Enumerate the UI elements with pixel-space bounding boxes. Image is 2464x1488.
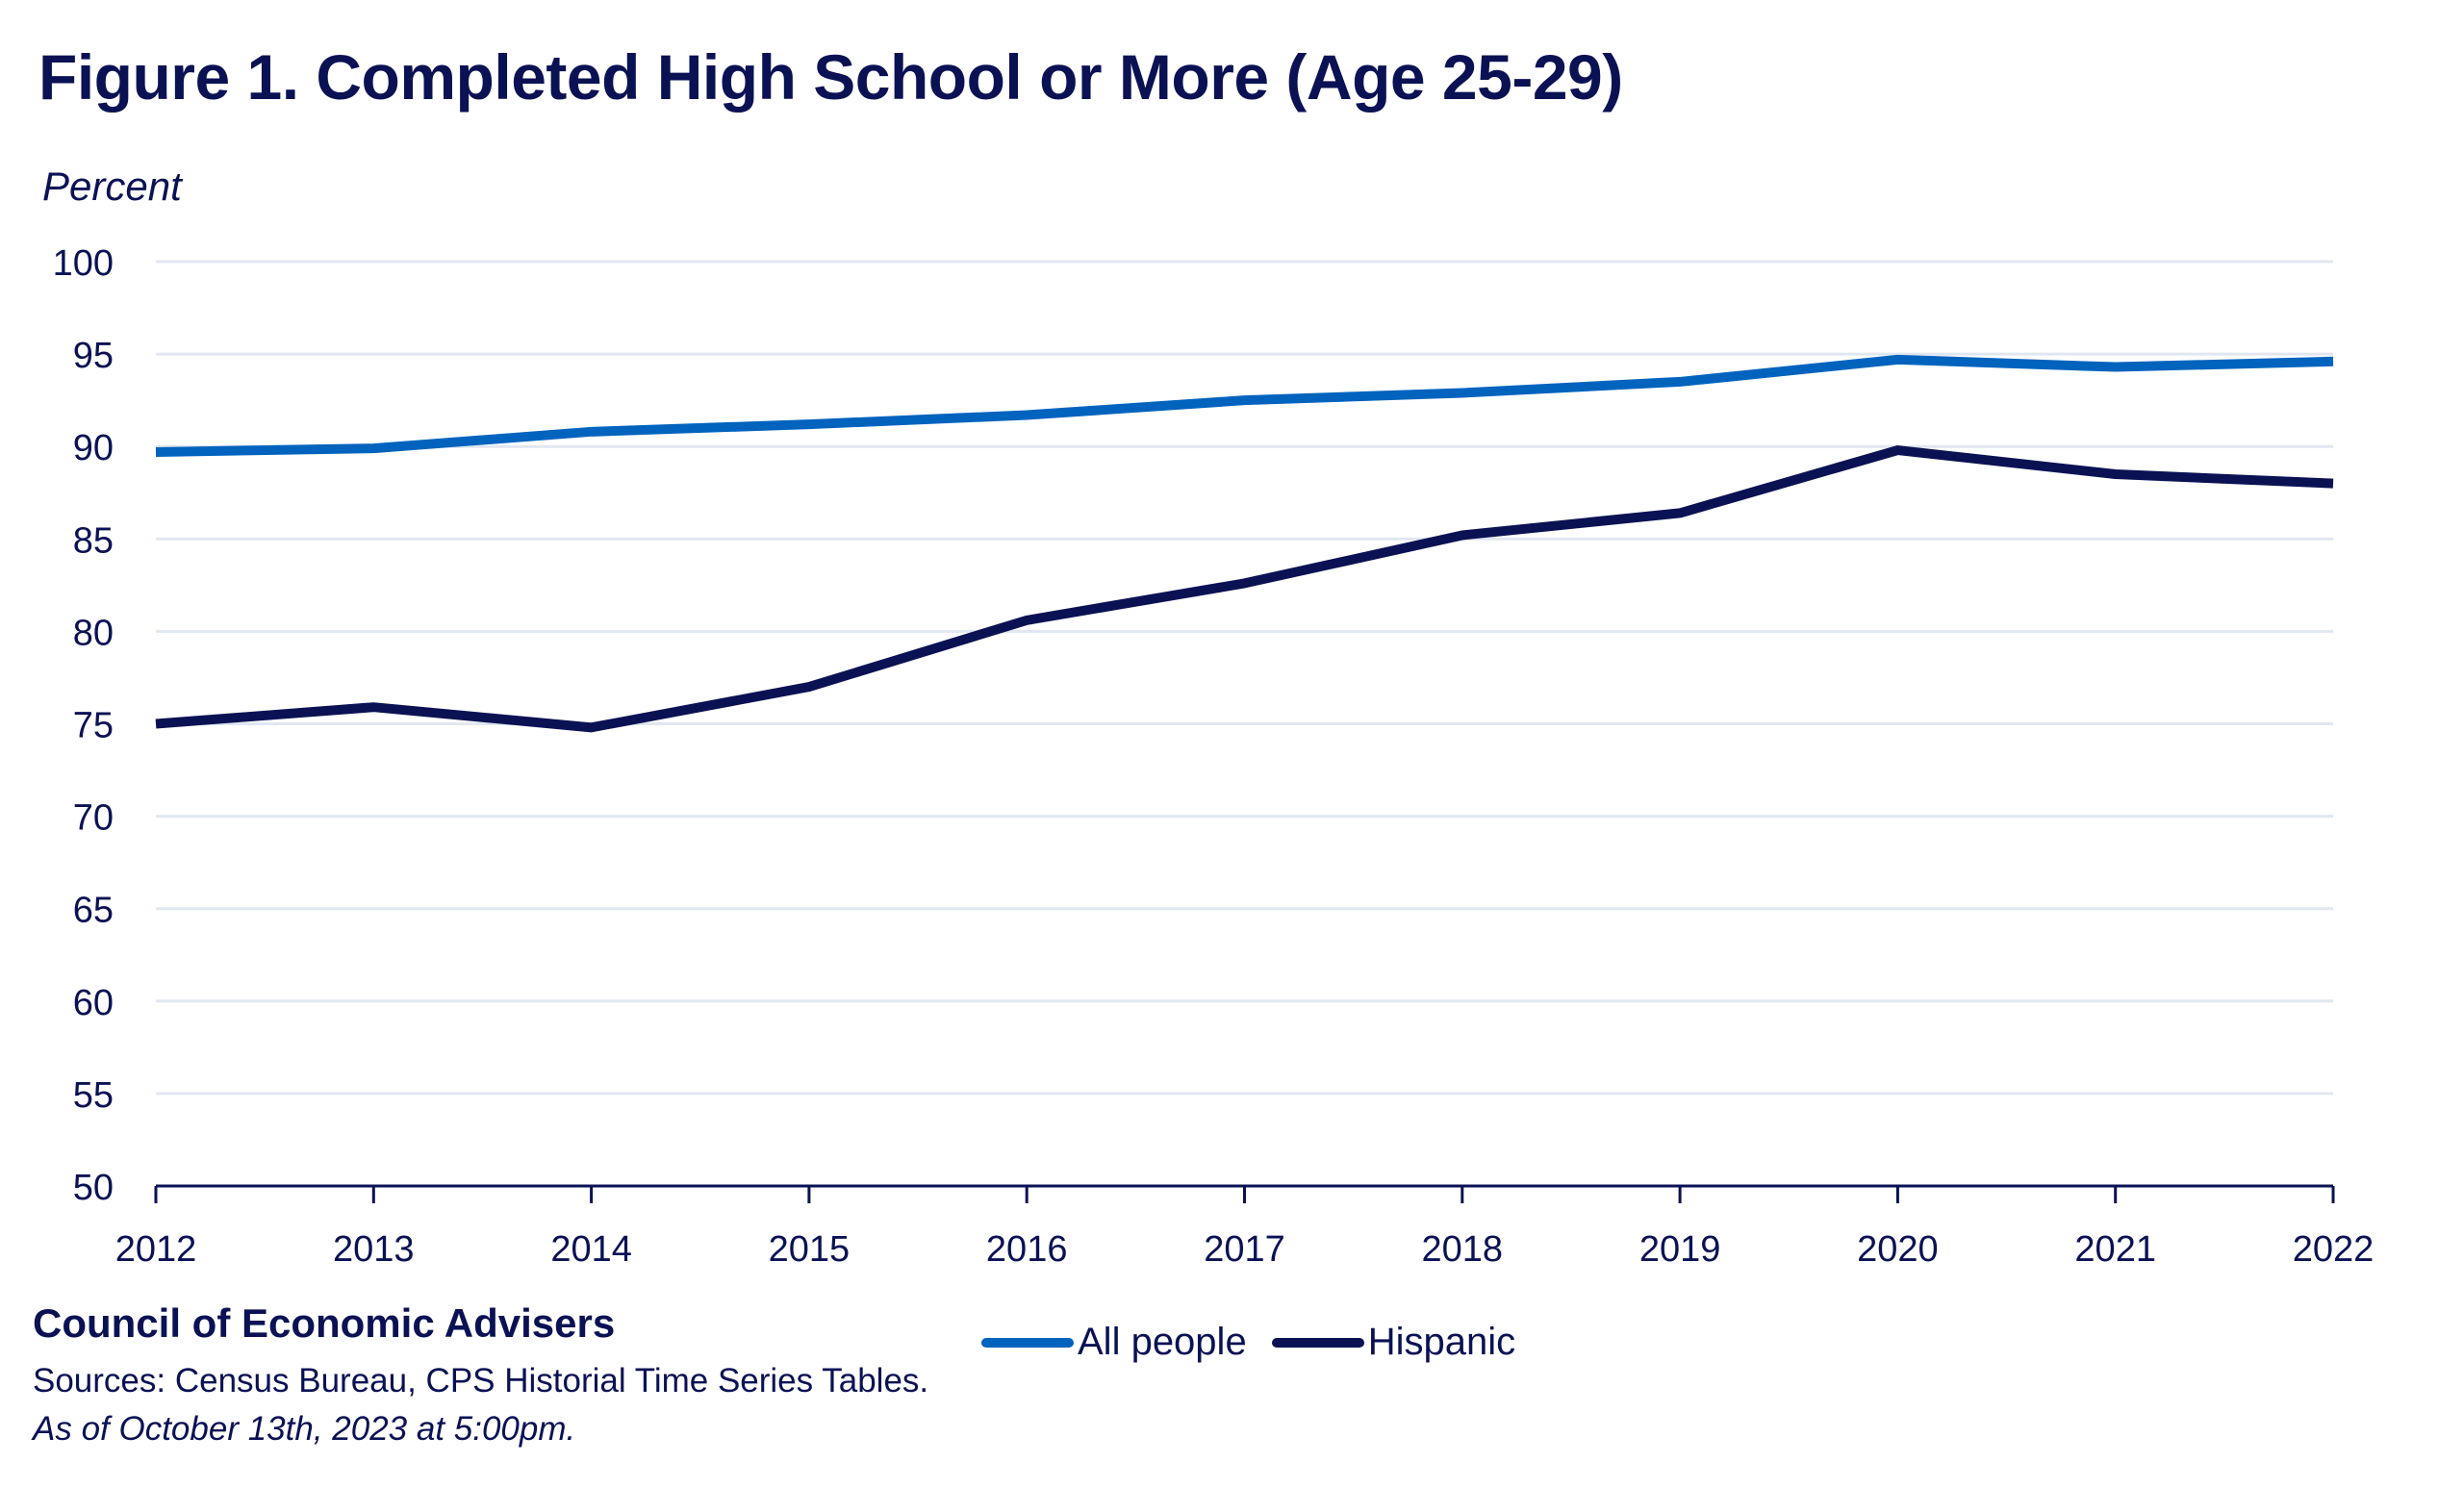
y-tick-label: 65 bbox=[73, 891, 114, 931]
y-axis-label: Percent bbox=[42, 164, 182, 209]
x-tick-label: 2014 bbox=[550, 1229, 632, 1270]
footer-organization: Council of Economic Advisers bbox=[33, 1300, 616, 1346]
y-tick-label: 60 bbox=[73, 983, 114, 1023]
x-tick-label: 2015 bbox=[769, 1229, 851, 1270]
y-tick-label: 85 bbox=[73, 520, 114, 561]
x-tick-label: 2020 bbox=[1857, 1229, 1939, 1270]
y-tick-label: 75 bbox=[73, 706, 114, 746]
x-tick-label: 2018 bbox=[1422, 1229, 1504, 1270]
legend-item-all-people: All people bbox=[981, 1321, 1247, 1364]
y-tick-label: 100 bbox=[53, 243, 114, 284]
y-tick-label: 90 bbox=[73, 428, 114, 468]
y-tick-label: 95 bbox=[73, 336, 114, 376]
y-tick-labels: 50 55 60 65 70 75 80 85 90 95 100 bbox=[53, 243, 114, 1208]
legend-label-hispanic: Hispanic bbox=[1367, 1321, 1516, 1363]
legend-swatch-all-people bbox=[981, 1337, 1074, 1348]
series-line-hispanic bbox=[155, 445, 2334, 733]
legend: All people Hispanic bbox=[981, 1321, 1515, 1364]
x-tick-label: 2017 bbox=[1204, 1229, 1285, 1270]
legend-swatch-hispanic bbox=[1271, 1337, 1364, 1348]
y-tick-label: 80 bbox=[73, 613, 114, 653]
gridlines bbox=[156, 260, 2333, 1096]
y-tick-label: 70 bbox=[73, 798, 114, 839]
y-tick-label: 50 bbox=[73, 1168, 114, 1208]
x-tick-label: 2021 bbox=[2074, 1229, 2156, 1270]
x-tick-labels: 2012 2013 2014 2015 2016 2017 2018 2019 2020 2021… bbox=[115, 1229, 2375, 1270]
x-tick-label: 2016 bbox=[986, 1229, 1068, 1270]
series-lines bbox=[155, 354, 2334, 733]
footer-sources: Sources: Census Bureau, CPS Historial Ti… bbox=[33, 1362, 929, 1400]
footer-as-of: As of October 13th, 2023 at 5:00pm. bbox=[33, 1410, 576, 1448]
legend-label-all-people: All people bbox=[1078, 1321, 1247, 1363]
y-tick-label: 55 bbox=[73, 1075, 114, 1116]
x-tick-label: 2012 bbox=[115, 1229, 197, 1270]
chart-title: Figure 1. Completed High School or More … bbox=[38, 41, 1623, 113]
series-line-all-people bbox=[155, 354, 2334, 457]
x-tick-label: 2022 bbox=[2293, 1229, 2375, 1270]
x-tick-label: 2013 bbox=[333, 1229, 415, 1270]
x-tick-label: 2019 bbox=[1639, 1229, 1721, 1270]
legend-item-hispanic: Hispanic bbox=[1271, 1321, 1516, 1364]
x-axis bbox=[154, 1184, 2335, 1203]
